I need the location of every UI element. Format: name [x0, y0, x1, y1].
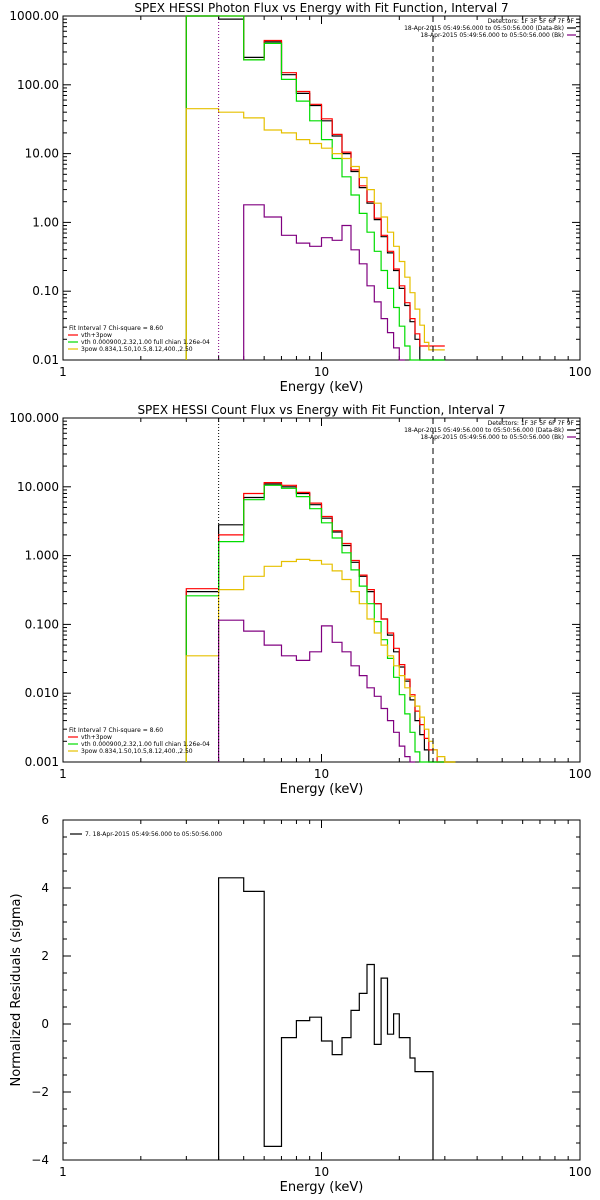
chart1-title: SPEX HESSI Count Flux vs Energy with Fit… — [137, 403, 505, 417]
chart1-y-tick-label: 0.001 — [25, 755, 59, 769]
chart0-y-tick-label: 0.01 — [32, 353, 59, 367]
chart1-legend-bottom-entry: Fit Interval 7 Chi-square = 8.60 — [69, 727, 163, 734]
chart0-legend-bottom-entry: vth+3pow — [81, 332, 112, 339]
chart0-x-tick-label: 1 — [59, 365, 67, 379]
chart1-x-tick-label: 100 — [569, 767, 592, 781]
chart1-x-tick-label: 10 — [314, 767, 329, 781]
chart1-legend-bottom-entry: 3pow 0.834,1.50,10.5,8.12,400.,2.50 — [81, 748, 193, 755]
chart0-series-vth — [185, 15, 445, 361]
chart1-series-total — [185, 482, 456, 763]
chart1-series-vth — [185, 484, 456, 763]
chart0-x-axis-label: Energy (keV) — [280, 380, 364, 395]
chart0-legend-bottom-entry: Fit Interval 7 Chi-square = 8.60 — [69, 325, 163, 332]
chart2-y-tick-label: 6 — [41, 813, 49, 827]
chart0-x-tick-label: 100 — [569, 365, 592, 379]
chart0-y-tick-label: 100.00 — [17, 78, 59, 92]
chart2-x-tick-label: 1 — [59, 1165, 67, 1179]
chart2-plot-frame — [62, 819, 581, 1161]
chart1-legend-bottom-entry: vth 0.000900,2.32,1.00 full chian 1.26e-… — [81, 741, 210, 748]
chart0-plot-frame — [62, 15, 581, 361]
chart1-legend-top-entry: 18-Apr-2015 05:49:56.000 to 05:50:56.000… — [420, 434, 564, 441]
chart1-legend-top-entry: Detectors: 1F 3F 5F 6F 7F 9F — [488, 420, 575, 427]
chart1-x-tick-label: 1 — [59, 767, 67, 781]
chart2-x-axis-label: Energy (keV) — [280, 1180, 364, 1195]
chart0-series-background — [243, 204, 405, 361]
chart1-series-power_law — [185, 558, 456, 763]
chart2-y-tick-label: −4 — [31, 1153, 49, 1167]
chart2-y-tick-label: 0 — [41, 1017, 49, 1031]
chart1-x-axis-label: Energy (keV) — [280, 782, 364, 797]
chart1-y-tick-label: 0.010 — [25, 686, 59, 700]
chart0-legend-top-entry: 18-Apr-2015 05:49:56.000 to 05:50:56.000… — [420, 32, 564, 39]
chart1-series-data — [185, 483, 456, 763]
chart0-y-tick-label: 1.00 — [32, 215, 59, 229]
chart0-legend-top-entry: Detectors: 1F 3F 5F 6F 7F 9F — [488, 18, 575, 25]
chart0-series-power_law — [185, 108, 445, 360]
chart2-x-tick-label: 10 — [314, 1165, 329, 1179]
chart2-legend-entry: 7. 18-Apr-2015 05:49:56.000 to 05:50:56.… — [85, 831, 222, 838]
chart0-legend-bottom-entry: 3pow 0.834,1.50,10.5,8.12,400.,2.50 — [81, 346, 193, 353]
chart2-y-axis-label: Normalized Residuals (sigma) — [9, 893, 24, 1086]
chart1-y-tick-label: 0.100 — [25, 617, 59, 631]
chart2-series-residual — [218, 877, 434, 1160]
chart1-series-background — [218, 619, 415, 763]
chart1-y-tick-label: 1.000 — [25, 549, 59, 563]
chart2-x-tick-label: 100 — [569, 1165, 592, 1179]
chart0-legend-bottom-entry: vth 0.000900,2.32,1.00 full chian 1.26e-… — [81, 339, 210, 346]
chart0-legend-top-entry: 18-Apr-2015 05:49:56.000 to 05:50:56.000… — [404, 25, 564, 32]
chart0-y-tick-label: 10.00 — [25, 147, 59, 161]
chart1-y-tick-label: 100.000 — [9, 411, 59, 425]
chart0-series-total — [185, 15, 445, 360]
chart1-legend-top-entry: 18-Apr-2015 05:49:56.000 to 05:50:56.000… — [404, 427, 564, 434]
chart0-x-tick-label: 10 — [314, 365, 329, 379]
chart0-title: SPEX HESSI Photon Flux vs Energy with Fi… — [134, 1, 508, 15]
chart1-legend-bottom-entry: vth+3pow — [81, 734, 112, 741]
chart0-y-tick-label: 1000.00 — [9, 9, 59, 23]
chart2-y-tick-label: 4 — [41, 881, 49, 895]
chart2-y-tick-label: −2 — [31, 1085, 49, 1099]
chart0-y-tick-label: 0.10 — [32, 284, 59, 298]
chart1-y-tick-label: 10.000 — [17, 480, 59, 494]
chart1-plot-frame — [62, 417, 581, 763]
chart0-series-data — [185, 15, 445, 361]
chart2-y-tick-label: 2 — [41, 949, 49, 963]
